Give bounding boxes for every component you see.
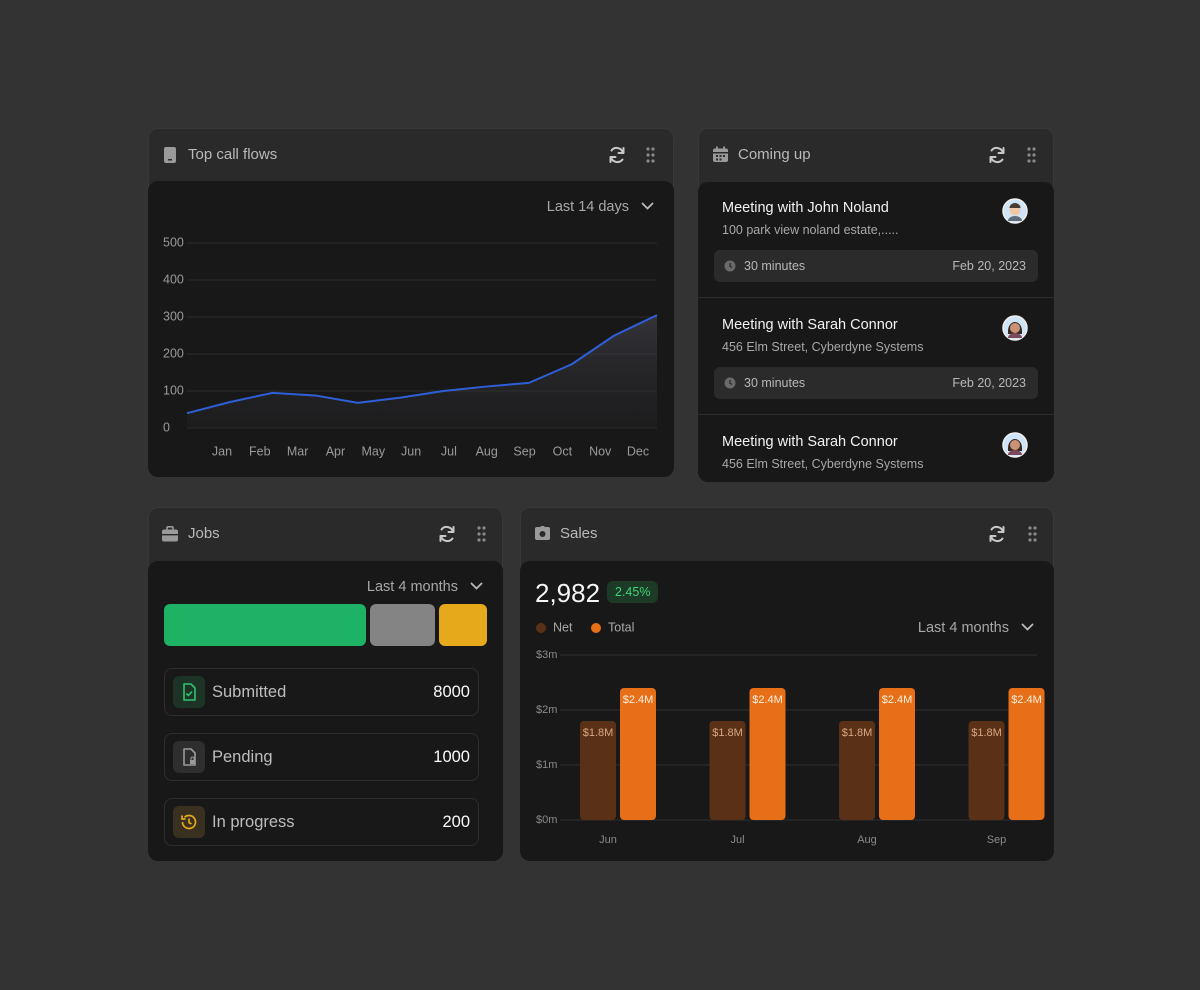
divider [698, 297, 1054, 298]
event-title: Meeting with John Noland [722, 200, 889, 216]
status-icon [173, 806, 205, 838]
card-body: 2,982 2.45% Last 4 months [520, 561, 1054, 861]
drag-handle[interactable] [1027, 147, 1037, 163]
calendar-icon [713, 146, 728, 162]
status-icon [173, 741, 205, 773]
card-body: Last 4 months Submitted 8000 Pending 100… [148, 561, 503, 861]
event-address: 456 Elm Street, Cyberdyne Systems [722, 457, 924, 471]
status-bar-segment [164, 604, 366, 646]
avatar [1002, 198, 1028, 224]
event-date: Feb 20, 2023 [952, 259, 1026, 273]
drag-handle[interactable] [1028, 526, 1038, 542]
avatar [1002, 315, 1028, 341]
range-filter[interactable]: Last 4 months [917, 620, 1009, 636]
status-bar-segment [439, 604, 487, 646]
clock-icon [724, 377, 736, 389]
phone-icon [164, 147, 176, 163]
jobs-card: Jobs Last 4 months Submitted 8000 Pendin… [148, 507, 503, 861]
card-title: Sales [560, 525, 598, 542]
card-title: Jobs [188, 525, 220, 542]
status-label: In progress [212, 813, 295, 831]
event-title: Meeting with Sarah Connor [722, 317, 898, 333]
refresh-button[interactable] [437, 524, 457, 544]
call-flows-card: Top call flows Last 14 days [148, 128, 674, 477]
refresh-button[interactable] [987, 145, 1007, 165]
status-row: Submitted 8000 [164, 668, 479, 716]
status-count: 1000 [433, 748, 470, 766]
drag-handle[interactable] [646, 147, 656, 163]
status-row: Pending 1000 [164, 733, 479, 781]
drag-handle[interactable] [477, 526, 487, 542]
status-bar-segment [370, 604, 435, 646]
chevron [1021, 623, 1034, 631]
event-footer: 30 minutes Feb 20, 2023 [714, 250, 1038, 282]
clock-icon [724, 260, 736, 272]
coming-up-card: Coming up Meeting with John Noland 100 p… [698, 128, 1054, 482]
range-filter[interactable]: Last 14 days [546, 199, 629, 215]
status-label: Submitted [212, 683, 287, 701]
card-body: Meeting with John Noland 100 park view n… [698, 182, 1054, 482]
event-footer: 30 minutes Feb 20, 2023 [714, 367, 1038, 399]
status-icon [173, 676, 205, 708]
change-badge: 2.45% [607, 581, 659, 603]
sales-total: 2,982 [535, 578, 601, 608]
card-title: Coming up [738, 146, 811, 163]
event-duration: 30 minutes [744, 259, 806, 273]
camera-icon [535, 526, 550, 540]
event-title: Meeting with Sarah Connor [722, 434, 898, 450]
event-address: 100 park view noland estate,..... [722, 223, 899, 237]
card-title: Top call flows [188, 146, 278, 163]
event-date: Feb 20, 2023 [952, 376, 1026, 390]
refresh-button[interactable] [607, 145, 627, 165]
event-duration: 30 minutes [744, 376, 806, 390]
chevron [641, 202, 654, 210]
divider [698, 414, 1054, 415]
status-label: Pending [212, 748, 273, 766]
event-address: 456 Elm Street, Cyberdyne Systems [722, 340, 924, 354]
refresh-button[interactable] [987, 524, 1007, 544]
status-count: 8000 [433, 683, 470, 701]
status-count: 200 [442, 813, 470, 831]
avatar [1002, 432, 1028, 458]
briefcase-icon [162, 526, 178, 542]
card-body: Last 14 days [148, 181, 674, 477]
range-filter[interactable]: Last 4 months [366, 579, 458, 595]
chevron [470, 582, 483, 590]
status-row: In progress 200 [164, 798, 479, 846]
sales-card: Sales 2,982 2.45% Last 4 months [520, 507, 1054, 861]
